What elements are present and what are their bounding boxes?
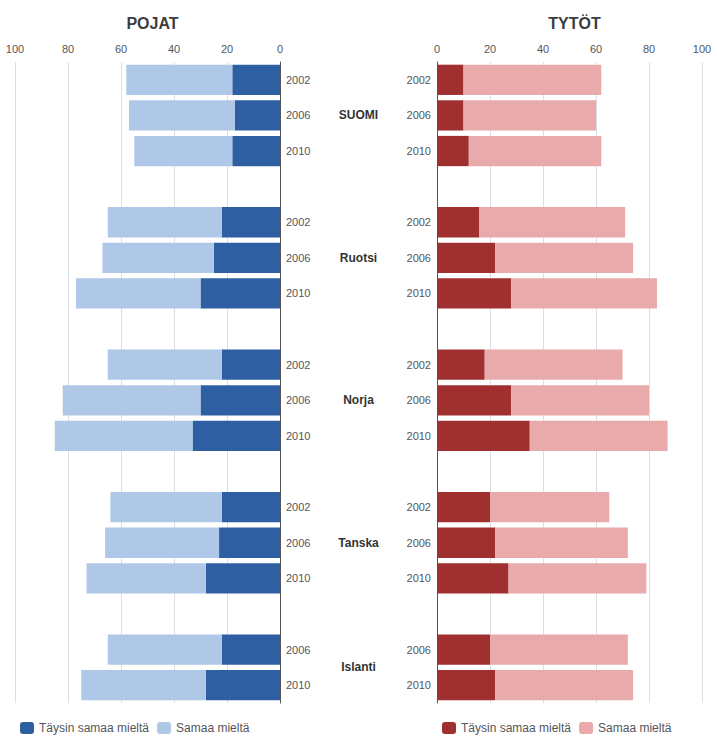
svg-text:Samaa mieltä: Samaa mieltä (176, 721, 250, 735)
svg-text:Ruotsi: Ruotsi (340, 251, 377, 265)
svg-text:40: 40 (168, 43, 180, 55)
svg-text:80: 80 (62, 43, 74, 55)
svg-text:2006: 2006 (407, 537, 431, 549)
svg-text:2002: 2002 (286, 216, 310, 228)
svg-text:20: 20 (221, 43, 233, 55)
svg-text:POJAT: POJAT (126, 15, 178, 32)
svg-text:2002: 2002 (407, 216, 431, 228)
svg-text:Tanska: Tanska (338, 536, 379, 550)
svg-text:2010: 2010 (407, 572, 431, 584)
svg-text:Norja: Norja (343, 393, 374, 407)
svg-text:2002: 2002 (407, 74, 431, 86)
svg-text:0: 0 (434, 43, 440, 55)
svg-text:2006: 2006 (286, 394, 310, 406)
svg-text:2006: 2006 (286, 537, 310, 549)
svg-text:60: 60 (590, 43, 602, 55)
svg-text:100: 100 (693, 43, 711, 55)
svg-text:0: 0 (277, 43, 283, 55)
svg-text:2002: 2002 (286, 501, 310, 513)
svg-text:20: 20 (484, 43, 496, 55)
svg-text:2010: 2010 (286, 572, 310, 584)
svg-text:100: 100 (6, 43, 24, 55)
svg-text:2010: 2010 (407, 430, 431, 442)
svg-text:2006: 2006 (407, 394, 431, 406)
svg-text:2010: 2010 (286, 679, 310, 691)
svg-text:2006: 2006 (407, 644, 431, 656)
svg-text:40: 40 (537, 43, 549, 55)
svg-text:60: 60 (115, 43, 127, 55)
svg-text:Täysin samaa mieltä: Täysin samaa mieltä (39, 721, 149, 735)
svg-text:Täysin samaa mieltä: Täysin samaa mieltä (461, 721, 571, 735)
svg-text:2010: 2010 (286, 430, 310, 442)
svg-text:2010: 2010 (407, 679, 431, 691)
svg-text:2002: 2002 (286, 74, 310, 86)
svg-text:2010: 2010 (286, 145, 310, 157)
svg-text:80: 80 (643, 43, 655, 55)
svg-text:2010: 2010 (286, 287, 310, 299)
svg-text:2002: 2002 (407, 501, 431, 513)
svg-text:2006: 2006 (407, 252, 431, 264)
svg-text:TYTÖT: TYTÖT (548, 14, 601, 32)
svg-text:2006: 2006 (407, 109, 431, 121)
svg-text:2002: 2002 (286, 359, 310, 371)
svg-text:2010: 2010 (407, 287, 431, 299)
svg-text:2002: 2002 (407, 359, 431, 371)
svg-text:2010: 2010 (407, 145, 431, 157)
svg-text:SUOMI: SUOMI (339, 108, 378, 122)
svg-text:2006: 2006 (286, 109, 310, 121)
svg-text:2006: 2006 (286, 252, 310, 264)
svg-text:Samaa mieltä: Samaa mieltä (598, 721, 672, 735)
svg-text:Islanti: Islanti (341, 660, 376, 674)
svg-text:2006: 2006 (286, 644, 310, 656)
